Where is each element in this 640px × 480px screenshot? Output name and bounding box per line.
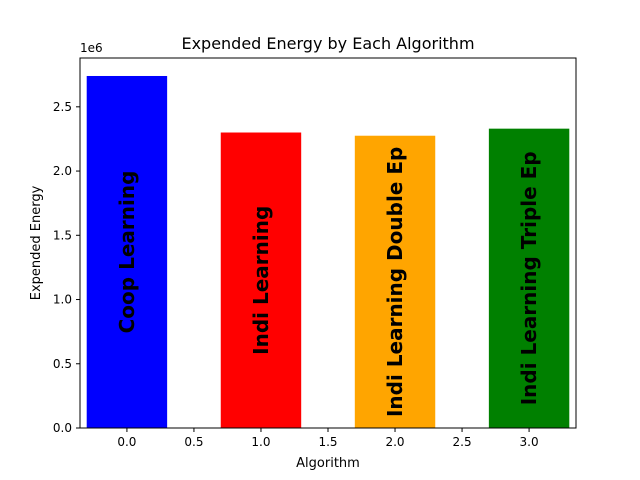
- bar-label: Indi Learning: [249, 206, 273, 355]
- x-tick-label: 0.5: [184, 435, 203, 449]
- bar-label: Indi Learning Double Ep: [383, 147, 407, 417]
- x-tick-label: 2.5: [453, 435, 472, 449]
- bar: [86, 75, 168, 428]
- bar-labels-layer: Coop Learning Indi Learning Indi Learning …: [115, 147, 541, 417]
- y-tick-label: 2.5: [53, 100, 72, 114]
- x-tick-label: 1.0: [251, 435, 270, 449]
- x-ticks-layer: 0.0 0.5 1.0 1.5 2.0 2.5 3.0: [117, 428, 539, 449]
- bar-label: Coop Learning: [115, 171, 139, 334]
- y-tick-label: 2.0: [53, 164, 72, 178]
- bar-label: Indi Learning Triple Ep: [517, 151, 541, 405]
- plot-area-frame: [79, 57, 577, 429]
- y-ticks-layer: 0.0 0.5 1.0 1.5 2.0 2.5: [53, 100, 80, 435]
- y-tick-label: 0.0: [53, 421, 72, 435]
- x-tick-label: 3.0: [520, 435, 539, 449]
- x-tick-label: 2.0: [385, 435, 404, 449]
- y-tick-label: 0.5: [53, 357, 72, 371]
- bars-layer: [86, 75, 570, 428]
- x-axis-label: Algorithm: [296, 456, 360, 471]
- y-tick-label: 1.0: [53, 293, 72, 307]
- y-axis-label: Expended Energy: [29, 185, 44, 300]
- bar: [488, 128, 570, 428]
- y-axis-offset-label: 1e6: [80, 41, 103, 55]
- x-tick-label: 0.0: [117, 435, 136, 449]
- bar: [220, 132, 302, 428]
- bar: [354, 135, 436, 428]
- chart-title: Expended Energy by Each Algorithm: [181, 34, 474, 53]
- y-tick-label: 1.5: [53, 228, 72, 242]
- x-tick-label: 1.5: [318, 435, 337, 449]
